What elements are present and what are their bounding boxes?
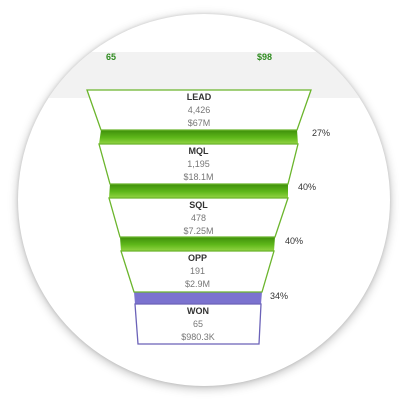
funnel-stage: WON 65 $980.3K [134,303,262,345]
stage-count: 65 [193,319,203,329]
stage-name: MQL [189,146,209,156]
stage-name: OPP [188,253,207,263]
funnel-stage: LEAD 4,426 $67M [86,89,312,131]
conversion-label: 40% [285,236,303,246]
funnel-stage-box [108,197,289,238]
funnel-stage: OPP 191 $2.9M [120,250,275,293]
funnel-connector [109,184,288,198]
funnel-connector [120,237,275,251]
stage-amount: $2.9M [185,279,210,289]
stage-count: 4,426 [188,105,211,115]
conversion-label: 27% [312,128,330,138]
funnel-stage: SQL 478 $7.25M [108,197,289,238]
stage-count: 1,195 [187,159,210,169]
stage-amount: $67M [188,118,211,128]
stage-name: WON [187,306,209,316]
funnel-stage: MQL 1,195 $18.1M [98,143,299,185]
stage-name: SQL [189,200,208,210]
funnel-stage-box [134,303,262,345]
stage-count: 478 [191,213,206,223]
conversion-label: 40% [298,182,316,192]
funnel-stage-box [120,250,275,293]
top-strip-right-value: $98 [257,52,273,62]
funnel-connector [134,292,262,304]
funnel-connector [99,130,298,144]
stage-amount: $7.25M [183,226,213,236]
funnel-stage-box [98,143,299,185]
top-strip-left-value: 65 [106,52,117,62]
stage-count: 191 [190,266,205,276]
stage-amount: $980.3K [181,332,215,342]
stage-name: LEAD [187,92,212,102]
conversion-label: 34% [270,291,288,301]
stage-amount: $18.1M [183,172,213,182]
funnel-stage-box [86,89,312,131]
